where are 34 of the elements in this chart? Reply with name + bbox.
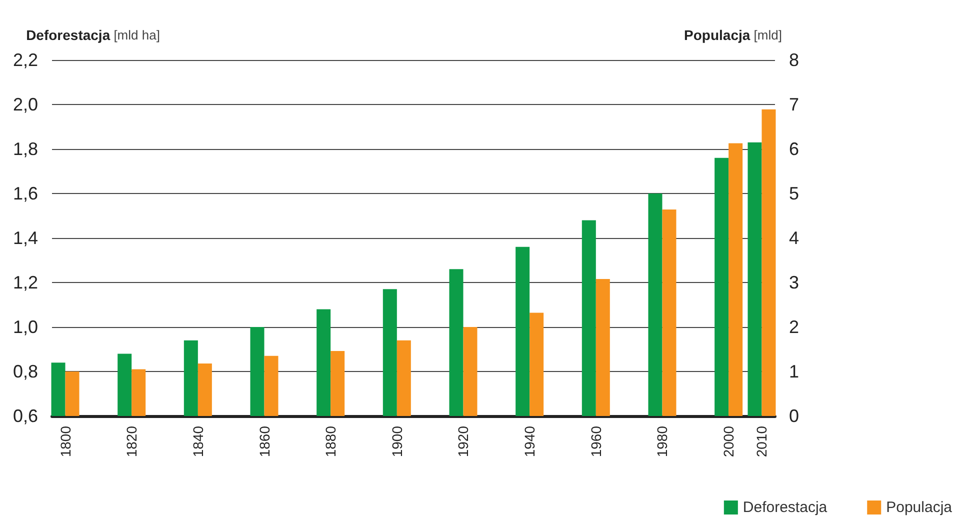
y2-tick-label: 8	[789, 50, 800, 70]
x-tick-label: 1940	[522, 426, 538, 458]
y-tick-label: 1,4	[12, 228, 38, 248]
y-tick-label: 1,0	[12, 317, 38, 337]
x-tick-label: 1800	[57, 426, 74, 458]
y2-tick-label: 6	[789, 139, 800, 159]
x-tick-label: 2010	[754, 426, 770, 458]
y2-tick-label: 4	[789, 228, 800, 248]
x-tick-label: 1880	[322, 426, 339, 458]
y-tick-label: 2,0	[12, 94, 38, 114]
y-axis-title: Deforestacja [mld ha]	[26, 27, 160, 43]
y-tick-label: 2,2	[12, 50, 38, 70]
x-tick-label: 2000	[720, 426, 737, 458]
y2-tick-label: 3	[789, 272, 800, 292]
y-tick-label: 0,6	[12, 406, 38, 426]
y2-axis-title: Populacja [mld]	[684, 27, 782, 43]
y-tick-label: 1,2	[12, 272, 38, 292]
x-tick-label: 1840	[190, 426, 206, 458]
x-tick-label: 1900	[388, 426, 405, 458]
x-tick-label: 1920	[455, 426, 472, 458]
legend-label: Populacja	[886, 499, 953, 516]
x-tick-label: 1960	[588, 426, 604, 458]
y2-tick-label: 2	[789, 317, 800, 337]
y2-tick-label: 1	[789, 362, 800, 382]
x-tick-label: 1980	[654, 426, 670, 458]
legend-label: Deforestacja	[742, 499, 828, 516]
x-tick-label: 1820	[124, 426, 140, 458]
x-tick-label: 1860	[256, 426, 272, 458]
y-tick-label: 0,8	[12, 362, 38, 382]
y2-tick-label: 0	[789, 406, 800, 426]
y-tick-label: 1,8	[12, 139, 38, 159]
y2-tick-label: 7	[789, 94, 800, 114]
y2-tick-label: 5	[789, 184, 800, 204]
y-tick-label: 1,6	[12, 184, 38, 204]
